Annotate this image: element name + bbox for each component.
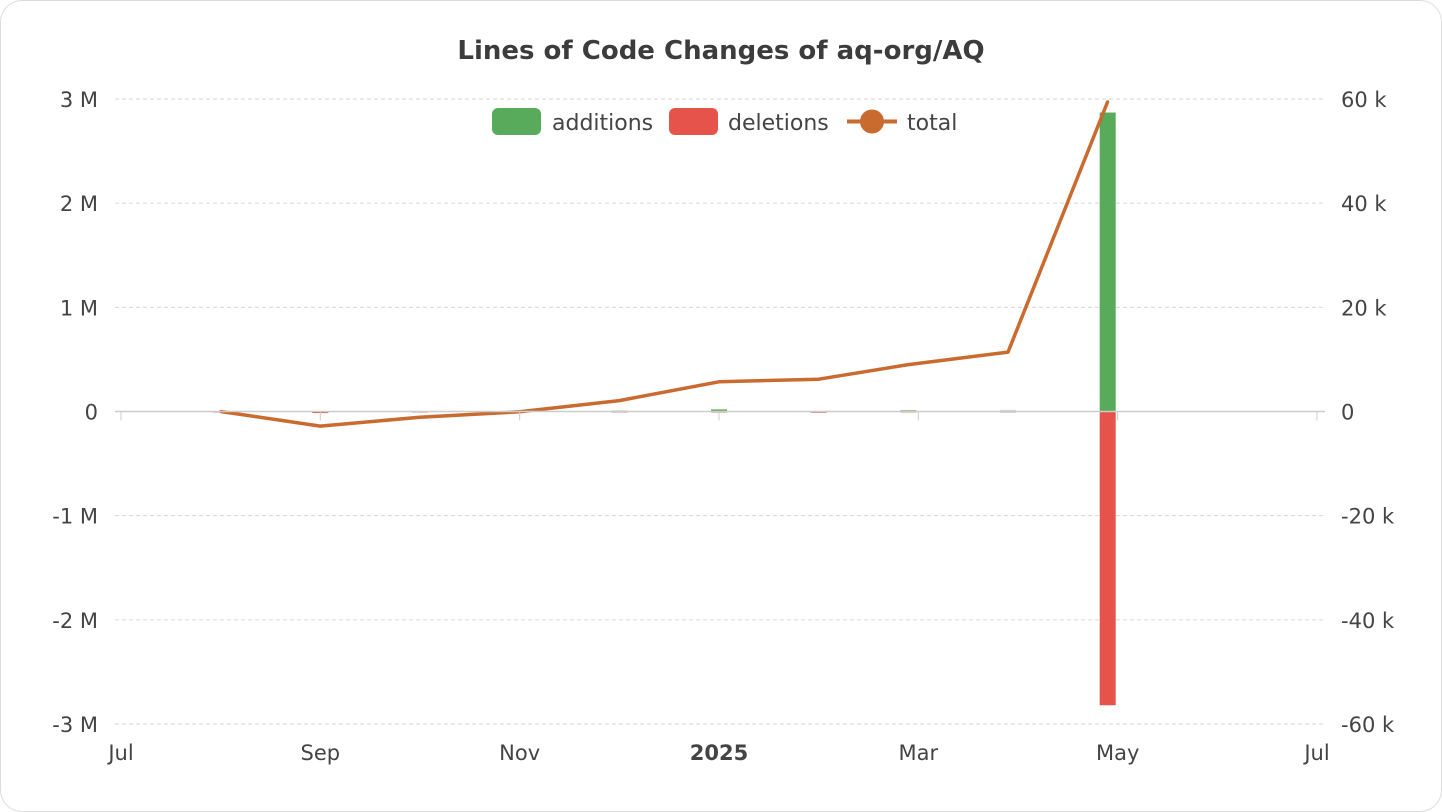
x-tick-label: Jul bbox=[106, 741, 133, 765]
legend-deletions-label[interactable]: deletions bbox=[728, 111, 829, 136]
total-point bbox=[1006, 350, 1010, 354]
y-left-tick-label: 0 bbox=[85, 401, 98, 425]
total-line bbox=[220, 100, 1110, 428]
legend-total-marker[interactable] bbox=[860, 109, 884, 134]
total-point bbox=[817, 377, 821, 381]
y-left-tick-label: -3 M bbox=[52, 713, 98, 737]
axis-layer: 3 M 2 M 1 M 0 -1 M -2 M -3 M 60 k 40 k 20 k 0 -20 k… bbox=[52, 88, 1395, 765]
legend-deletions-swatch[interactable] bbox=[669, 108, 718, 135]
total-point bbox=[318, 424, 322, 428]
total-point bbox=[418, 415, 422, 419]
y-left-tick-label: -2 M bbox=[52, 609, 98, 633]
total-point bbox=[617, 399, 621, 403]
legend-additions-label[interactable]: additions bbox=[552, 111, 653, 136]
y-left-tick-label: 1 M bbox=[60, 296, 98, 320]
x-tick-label: Sep bbox=[301, 741, 341, 765]
x-tick-label: Nov bbox=[499, 741, 540, 765]
y-right-tick-label: 0 bbox=[1341, 401, 1354, 425]
y-right-tick-label: 60 k bbox=[1341, 88, 1387, 112]
total-point bbox=[1106, 100, 1110, 104]
x-tick-label: Jul bbox=[1302, 741, 1329, 765]
total-point bbox=[906, 363, 910, 367]
additions-bar bbox=[1099, 112, 1116, 412]
y-right-tick-label: -60 k bbox=[1341, 713, 1395, 737]
y-right-tick-label: -20 k bbox=[1341, 505, 1395, 529]
chart-title: Lines of Code Changes of aq-org/AQ bbox=[457, 36, 984, 66]
x-tick-label: 2025 bbox=[690, 741, 748, 765]
deletions-bar bbox=[1099, 411, 1116, 706]
legend[interactable]: additions deletions total bbox=[492, 108, 957, 136]
y-right-tick-label: 40 k bbox=[1341, 192, 1387, 216]
y-left-tick-label: 3 M bbox=[60, 88, 98, 112]
total-point bbox=[717, 380, 721, 384]
legend-total-label[interactable]: total bbox=[907, 111, 957, 136]
legend-additions-swatch[interactable] bbox=[492, 108, 541, 135]
x-tick-label: May bbox=[1096, 741, 1139, 765]
y-right-tick-label: -40 k bbox=[1341, 609, 1395, 633]
line-layer bbox=[219, 100, 1110, 428]
additions-bar bbox=[711, 409, 727, 412]
x-tick-label: Mar bbox=[899, 741, 939, 765]
y-left-tick-label: -1 M bbox=[52, 505, 98, 529]
y-right-tick-label: 20 k bbox=[1341, 296, 1387, 320]
grid-layer bbox=[115, 98, 1325, 725]
y-left-tick-label: 2 M bbox=[60, 192, 98, 216]
bar-layer bbox=[212, 112, 1116, 706]
